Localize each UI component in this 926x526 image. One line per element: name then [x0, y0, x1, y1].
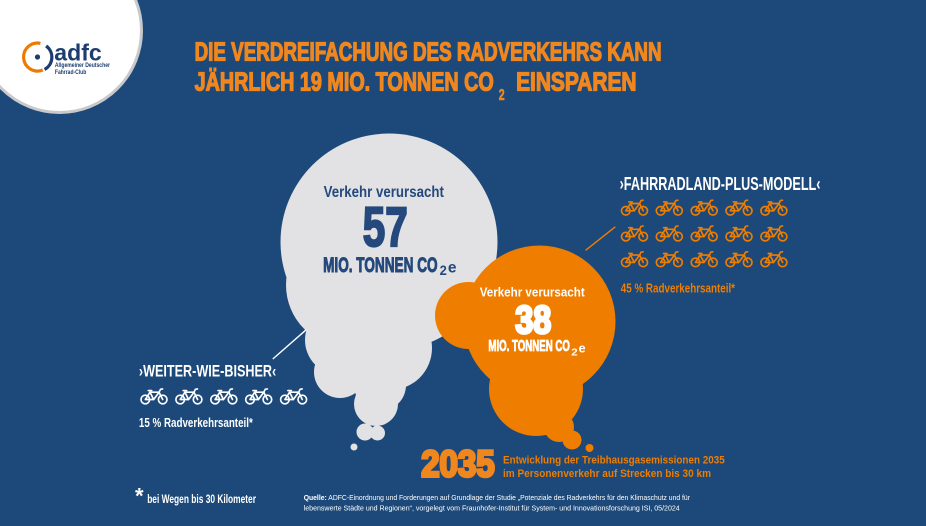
svg-text:2035: 2035: [421, 443, 495, 485]
svg-text:2: 2: [499, 87, 505, 104]
svg-text:Verkehr verursacht: Verkehr verursacht: [480, 284, 586, 299]
svg-text:15 % Radverkehrsanteil*: 15 % Radverkehrsanteil*: [139, 416, 253, 430]
svg-text:45 % Radverkehrsanteil*: 45 % Radverkehrsanteil*: [621, 281, 735, 295]
svg-text:*: *: [135, 484, 144, 509]
svg-text:MIO. TONNEN CO: MIO. TONNEN CO: [323, 254, 438, 277]
svg-text:2: 2: [571, 347, 578, 359]
svg-text:›FAHRRADLAND-PLUS-MODELL‹: ›FAHRRADLAND-PLUS-MODELL‹: [620, 174, 821, 194]
svg-text:Verkehr verursacht: Verkehr verursacht: [324, 184, 444, 201]
svg-text:MIO. TONNEN CO: MIO. TONNEN CO: [488, 338, 570, 355]
svg-text:Fahrrad-Club: Fahrrad-Club: [55, 69, 86, 76]
svg-text:adfc: adfc: [54, 40, 102, 66]
svg-text:e: e: [448, 260, 457, 277]
svg-text:lebenswerte Städte und Regione: lebenswerte Städte und Regionen“, vorgel…: [304, 504, 680, 513]
svg-text:im Personenverkehr auf Strecke: im Personenverkehr auf Strecken bis 30 k…: [503, 468, 711, 480]
svg-text:EINSPAREN: EINSPAREN: [516, 68, 636, 96]
svg-text:57: 57: [363, 195, 408, 258]
svg-text:38: 38: [515, 299, 551, 342]
svg-text:JÄHRLICH 19 MIO. TONNEN CO: JÄHRLICH 19 MIO. TONNEN CO: [195, 68, 494, 96]
svg-text:Entwicklung der Treibhausgasem: Entwicklung der Treibhausgasemissionen 2…: [503, 455, 725, 467]
svg-text:2: 2: [440, 263, 447, 279]
svg-text:e: e: [579, 342, 586, 356]
svg-text:bei Wegen bis 30 Kilometer: bei Wegen bis 30 Kilometer: [147, 494, 256, 506]
svg-text:Quelle: ADFC-Einordnung und Fo: Quelle: ADFC-Einordnung und Forderungen …: [304, 493, 691, 502]
svg-text:DIE VERDREIFACHUNG DES RADVERK: DIE VERDREIFACHUNG DES RADVERKEHRS KANN: [195, 39, 662, 67]
svg-text:›WEITER-WIE-BISHER‹: ›WEITER-WIE-BISHER‹: [139, 362, 276, 380]
svg-text:Allgemeiner Deutscher: Allgemeiner Deutscher: [55, 62, 110, 69]
